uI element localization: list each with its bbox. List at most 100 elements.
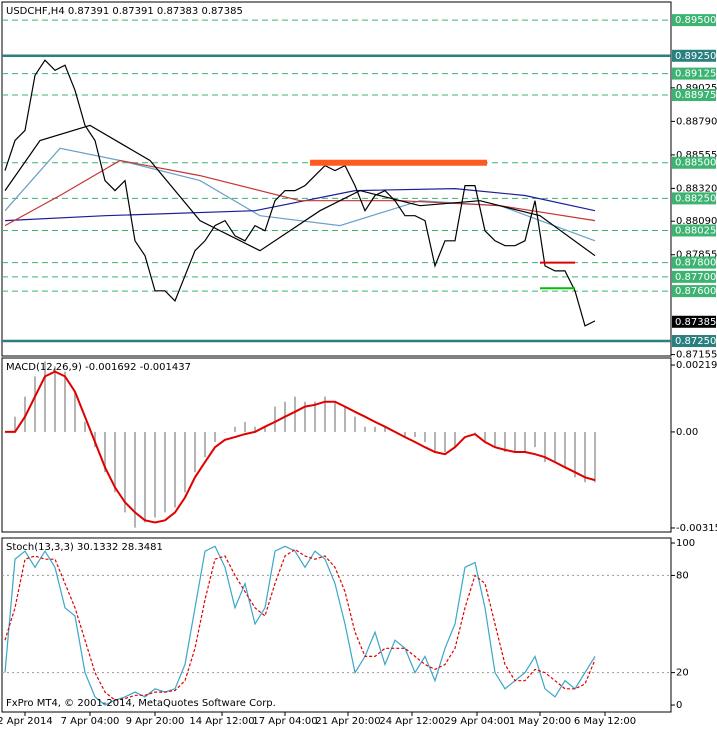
histogram-bar [14, 416, 16, 432]
histogram-bar [294, 396, 296, 432]
level-label: 0.89125 [675, 69, 716, 80]
histogram-bar [214, 431, 216, 442]
histogram-bar [174, 431, 176, 508]
x-tick-label: 29 Apr 04:00 [444, 716, 509, 727]
series-line [4, 187, 596, 222]
histogram-bar [144, 431, 146, 523]
series-line [4, 59, 596, 327]
level-label: 0.88025 [675, 225, 716, 236]
y-tick-label: 0.88790 [676, 116, 717, 127]
histogram-bar [244, 421, 246, 432]
level-label-bg [672, 224, 716, 237]
histogram-bar [434, 431, 436, 453]
level-label: 0.87600 [675, 286, 716, 297]
y-tick-label: 100 [676, 538, 695, 549]
y-tick-label: 0 [676, 700, 682, 711]
series-line [4, 545, 596, 706]
histogram-bar [374, 426, 376, 432]
histogram-bar [54, 366, 56, 432]
copyright: FxPro MT4, © 2001-2014, MetaQuotes Softw… [6, 698, 276, 709]
histogram-bar [514, 431, 516, 453]
x-tick-label: 24 Apr 12:00 [379, 716, 444, 727]
x-tick-label: 17 Apr 04:00 [252, 716, 317, 727]
panel-title: Stoch(13,3,3) 30.1332 28.3481 [6, 542, 163, 553]
level-label-bg [672, 335, 716, 348]
histogram-bar [234, 426, 236, 432]
histogram-bar [534, 431, 536, 448]
histogram-bar [384, 426, 386, 432]
last-price-bg [672, 315, 716, 328]
histogram-bar [414, 431, 416, 438]
histogram-bar [494, 431, 496, 448]
histogram-bar [544, 431, 546, 463]
histogram-bar [204, 431, 206, 458]
panel-frame [1, 537, 672, 713]
histogram-bar [484, 431, 486, 442]
histogram-bar [44, 361, 46, 432]
level-label: 0.87250 [675, 336, 716, 347]
y-tick-label: 0.002194 [676, 360, 717, 371]
histogram-bar [224, 431, 226, 433]
y-tick-label: 0.89025 [676, 83, 717, 94]
series-line [4, 548, 596, 701]
histogram-bar [314, 401, 316, 432]
histogram-bar [304, 401, 306, 432]
histogram-bar [474, 431, 476, 433]
level-label: 0.87800 [675, 258, 716, 269]
level-label-bg [672, 14, 716, 27]
histogram-bar [364, 426, 366, 432]
histogram-bar [64, 371, 66, 432]
histogram-bar [584, 431, 586, 483]
level-label-bg [672, 285, 716, 298]
histogram-bar [274, 406, 276, 432]
histogram-bar [454, 431, 456, 448]
panel-frame [1, 357, 672, 533]
y-tick-label: 80 [676, 570, 689, 581]
histogram-bar [164, 431, 166, 513]
y-tick-label: 20 [676, 668, 689, 679]
level-label: 0.89250 [675, 51, 716, 62]
histogram-bar [264, 426, 266, 432]
panel-frame [1, 1, 672, 357]
level-label-bg [672, 256, 716, 269]
histogram-bar [424, 431, 426, 442]
y-tick-label: 0.00 [676, 427, 698, 438]
level-label: 0.88250 [675, 193, 716, 204]
histogram-bar [34, 376, 36, 432]
level-label-bg [672, 49, 716, 62]
level-label: 0.88975 [675, 90, 716, 101]
y-tick-label: 0.88090 [676, 216, 717, 227]
x-tick-label: 2 Apr 2014 [0, 716, 53, 727]
last-price-label: 0.87385 [675, 317, 716, 328]
level-label: 0.87700 [675, 272, 716, 283]
histogram-bar [404, 431, 406, 438]
histogram-bar [504, 431, 506, 453]
panel-title: USDCHF,H4 0.87391 0.87391 0.87383 0.8738… [6, 6, 243, 17]
histogram-bar [324, 396, 326, 432]
histogram-bar [134, 431, 136, 528]
y-tick-label: -0.003151 [676, 523, 717, 534]
series-line [4, 159, 596, 227]
x-tick-label: 6 May 12:00 [574, 716, 636, 727]
histogram-bar [464, 431, 466, 433]
level-label-bg [672, 88, 716, 101]
y-tick-label: 0.87155 [676, 350, 717, 361]
histogram-bar [524, 431, 526, 453]
histogram-bar [104, 431, 106, 473]
histogram-bar [194, 431, 196, 473]
level-label-bg [672, 270, 716, 283]
x-tick-label: 21 Apr 20:00 [315, 716, 380, 727]
histogram-bar [334, 401, 336, 432]
histogram-bar [254, 426, 256, 432]
x-tick-label: 9 Apr 20:00 [126, 716, 185, 727]
level-label-bg [672, 67, 716, 80]
y-tick-label: 0.87855 [676, 250, 717, 261]
histogram-bar [74, 391, 76, 432]
histogram-bar [114, 431, 116, 493]
histogram-bar [554, 431, 556, 463]
histogram-bar [24, 396, 26, 432]
x-tick-label: 1 May 20:00 [509, 716, 571, 727]
y-tick-label: 0.88320 [676, 183, 717, 194]
